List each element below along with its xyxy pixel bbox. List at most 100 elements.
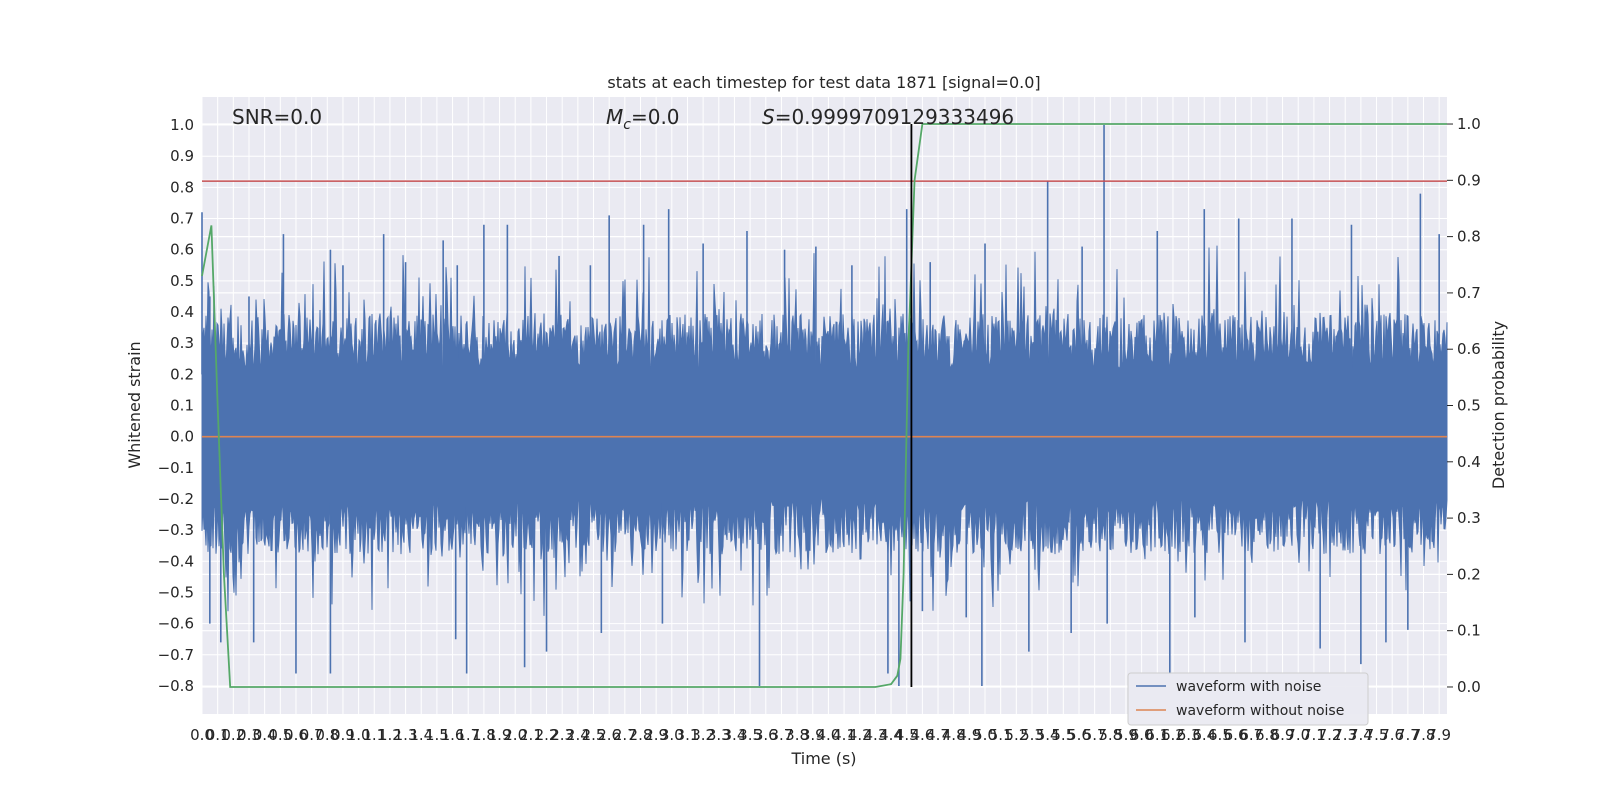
- x-tick-label: 6.6: [1224, 726, 1248, 744]
- y-tick-label: −0.2: [158, 490, 194, 508]
- detection-probability-line: [201, 123, 1447, 688]
- y2-tick-label: 0.3: [1457, 509, 1481, 527]
- x-tick-label: 7.0: [1286, 726, 1310, 744]
- y-tick-label: 0.3: [170, 334, 194, 352]
- mc-subscript: c: [623, 117, 631, 133]
- x-tick-label: 1.4: [409, 726, 433, 744]
- x-tick-label: 4.8: [942, 726, 966, 744]
- y2-tick-label: 0.2: [1457, 565, 1481, 583]
- x-tick-label: 5.5: [1051, 726, 1075, 744]
- y2-tick-label: 0.7: [1457, 284, 1481, 302]
- x-tick-label: 5.3: [1020, 726, 1044, 744]
- y2-tick-label: 0.8: [1457, 228, 1481, 246]
- x-tick-label: 7.1: [1302, 726, 1326, 744]
- x-tick-label: 6.8: [1255, 726, 1279, 744]
- x-tick-label: 3.4: [723, 726, 747, 744]
- x-tick-label: 4.7: [926, 726, 950, 744]
- x-tick-label: 0.7: [300, 726, 324, 744]
- x-tick-label: 7.6: [1380, 726, 1404, 744]
- s-value: =0.9999709129333496: [775, 105, 1014, 129]
- x-tick-label: 4.0: [816, 726, 840, 744]
- x-tick-label: 6.0: [1130, 726, 1154, 744]
- x-tick-label: 0.3: [237, 726, 261, 744]
- x-tick-label: 2.0: [503, 726, 527, 744]
- axes-layer: 0.00.10.20.30.40.50.60.70.80.91.01.11.21…: [158, 115, 1481, 744]
- x-tick-label: 0.1: [206, 726, 230, 744]
- x-tick-label: 2.2: [535, 726, 559, 744]
- legend-box: [1127, 672, 1369, 726]
- x-tick-label: 3.7: [770, 726, 794, 744]
- y-tick-label: 0.9: [170, 147, 194, 165]
- y-tick-label: −0.3: [158, 521, 194, 539]
- x-tick-label: 0.2: [221, 726, 245, 744]
- y2-axis-label: Detection probability: [1489, 321, 1508, 489]
- x-tick-label: 2.5: [582, 726, 606, 744]
- x-tick-label: 4.4: [879, 726, 903, 744]
- s-symbol: S: [762, 105, 775, 129]
- y-tick-label: 0.0: [170, 428, 194, 446]
- x-tick-label: 2.3: [550, 726, 574, 744]
- y2-tick-label: 0.9: [1457, 171, 1481, 189]
- x-tick-label: 1.1: [362, 726, 386, 744]
- x-tick-label: 7.7: [1396, 726, 1420, 744]
- x-tick-label: 0.5: [268, 726, 292, 744]
- x-tick-label: 5.1: [989, 726, 1013, 744]
- y-tick-label: 0.5: [170, 272, 194, 290]
- x-tick-label: 7.5: [1365, 726, 1389, 744]
- y-tick-label: 0.4: [170, 303, 194, 321]
- x-tick-label: 0.4: [253, 726, 277, 744]
- x-tick-label: 4.9: [957, 726, 981, 744]
- x-tick-label: 6.4: [1192, 726, 1216, 744]
- x-tick-label: 7.3: [1333, 726, 1357, 744]
- y2-tick-label: 0.1: [1457, 622, 1481, 640]
- x-tick-label: 6.2: [1161, 726, 1185, 744]
- x-tick-label: 1.0: [347, 726, 371, 744]
- mc-symbol: M: [606, 105, 623, 129]
- y-tick-label: 1.0: [170, 116, 194, 134]
- y-tick-label: −0.4: [158, 552, 194, 570]
- y-tick-label: −0.8: [158, 677, 194, 695]
- x-tick-label: 7.9: [1427, 726, 1451, 744]
- legend: waveform with noise waveform without noi…: [1127, 672, 1369, 726]
- x-tick-label: 5.9: [1114, 726, 1138, 744]
- x-tick-label: 0.6: [284, 726, 308, 744]
- y2-tick-label: 1.0: [1457, 115, 1481, 133]
- y2-tick-label: 0.6: [1457, 340, 1481, 358]
- y-tick-label: −0.7: [158, 646, 194, 664]
- x-tick-label: 7.8: [1412, 726, 1436, 744]
- data-layer: [201, 123, 1448, 688]
- x-tick-label: 7.2: [1318, 726, 1342, 744]
- y2-tick-label: 0.0: [1457, 678, 1481, 696]
- x-tick-label: 1.2: [378, 726, 402, 744]
- x-tick-label: 1.8: [472, 726, 496, 744]
- y-tick-label: 0.7: [170, 210, 194, 228]
- x-tick-label: 3.6: [754, 726, 778, 744]
- x-tick-label: 3.9: [801, 726, 825, 744]
- x-tick-label: 5.2: [1004, 726, 1028, 744]
- y-tick-label: −0.1: [158, 459, 194, 477]
- x-tick-label: 6.7: [1239, 726, 1263, 744]
- mc-annotation: Mc=0.0: [606, 105, 680, 133]
- x-tick-label: 3.2: [691, 726, 715, 744]
- x-tick-label: 1.6: [441, 726, 465, 744]
- x-tick-label: 6.3: [1177, 726, 1201, 744]
- y-tick-label: 0.8: [170, 178, 194, 196]
- x-tick-label: 4.5: [895, 726, 919, 744]
- x-tick-label: 2.4: [566, 726, 590, 744]
- y-tick-label: 0.6: [170, 241, 194, 259]
- x-tick-label: 2.8: [629, 726, 653, 744]
- y2-tick-label: 0.4: [1457, 453, 1481, 471]
- x-axis-label: Time (s): [790, 749, 856, 768]
- mc-value: =0.0: [631, 105, 680, 129]
- x-tick-label: 5.4: [1036, 726, 1060, 744]
- x-tick-label: 4.2: [848, 726, 872, 744]
- x-tick-label: 3.5: [738, 726, 762, 744]
- x-tick-label: 1.9: [488, 726, 512, 744]
- y2-tick-label: 0.5: [1457, 397, 1481, 415]
- y-tick-label: 0.2: [170, 365, 194, 383]
- x-tick-label: 0.9: [331, 726, 355, 744]
- x-tick-label: 3.8: [785, 726, 809, 744]
- x-tick-label: 3.1: [676, 726, 700, 744]
- x-tick-label: 0.0: [190, 726, 214, 744]
